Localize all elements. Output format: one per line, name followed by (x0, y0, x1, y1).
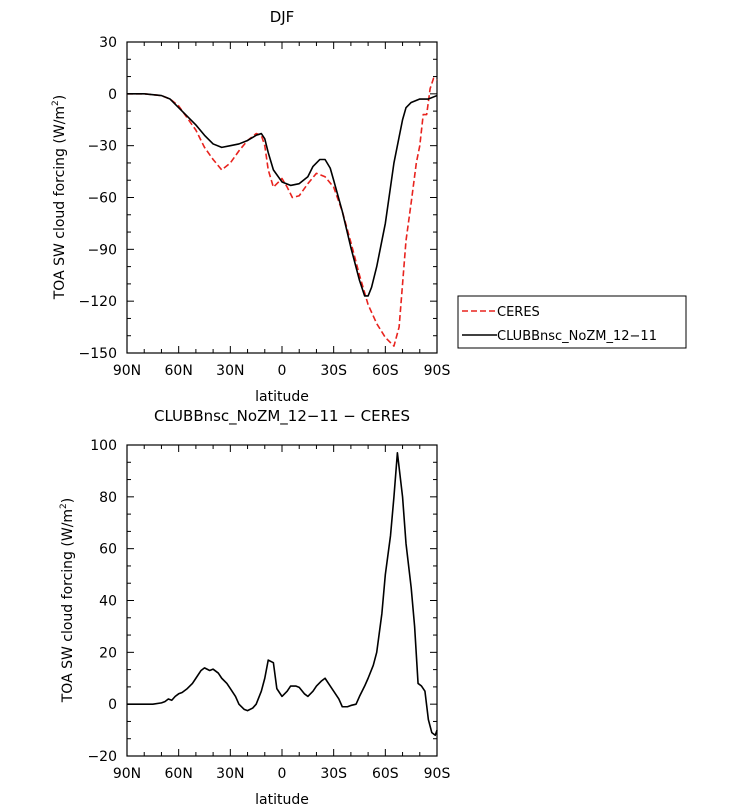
x-tick-label: 90S (424, 363, 451, 379)
y-tick-label: 20 (99, 645, 117, 661)
x-tick-label: 60N (165, 363, 193, 379)
x-tick-label: 90S (424, 766, 451, 782)
legend-clubb-label: CLUBBnsc_NoZM_12−11 (497, 329, 657, 344)
bottom-y-axis-label-sup: 2 (59, 503, 69, 509)
y-tick-label: 60 (99, 542, 117, 558)
y-tick-label: −20 (87, 749, 117, 765)
y-tick-label: −60 (87, 191, 117, 207)
x-tick-label: 30S (320, 766, 347, 782)
legend: CERES CLUBBnsc_NoZM_12−11 (457, 295, 687, 349)
x-tick-label: 60S (372, 363, 399, 379)
x-tick-label: 0 (278, 766, 287, 782)
x-tick-label: 0 (278, 363, 287, 379)
y-tick-label: 0 (108, 697, 117, 713)
y-tick-label: −120 (79, 294, 117, 310)
legend-box (457, 295, 687, 349)
top-chart-title: DJF (270, 8, 295, 26)
y-tick-label: −30 (87, 139, 117, 155)
top-y-axis-label-main: TOA SW cloud forcing (W/m (52, 106, 68, 300)
y-tick-label: 80 (99, 490, 117, 506)
bottom-series-lines (127, 451, 438, 737)
y-tick-label: −90 (87, 242, 117, 258)
y-tick-label: −150 (79, 346, 117, 362)
y-tick-label: 100 (90, 438, 117, 454)
bottom-x-tick-labels: 90N 60N 30N 0 30S 60S 90S (113, 766, 451, 782)
bottom-y-axis-label: TOA SW cloud forcing (W/m2) (59, 498, 76, 704)
x-tick-label: 90N (113, 766, 141, 782)
top-y-axis-label-end: ) (52, 95, 68, 100)
top-x-tick-labels: 90N 60N 30N 0 30S 60S 90S (113, 363, 451, 379)
top-axis-ticks (126, 41, 438, 354)
y-tick-label: 40 (99, 594, 117, 610)
x-tick-label: 30N (216, 766, 244, 782)
top-series-lines (127, 77, 438, 347)
x-tick-label: 30S (320, 363, 347, 379)
bottom-panel: CLUBBnsc_NoZM_12−11 − CERES 90N 60N 30N 0 30… (59, 407, 450, 808)
top-panel: DJF 90N 60N 30N 0 30S 60S 90S −150 −120 −90 −60 −3… (51, 8, 687, 405)
top-series-line-0 (127, 77, 438, 347)
y-tick-label: 0 (108, 87, 117, 103)
x-tick-label: 60N (165, 766, 193, 782)
top-y-axis-label-sup: 2 (51, 100, 61, 106)
bottom-plot-frame (126, 444, 438, 757)
bottom-y-axis-label-main: TOA SW cloud forcing (W/m (60, 509, 76, 703)
top-y-tick-labels: −150 −120 −90 −60 −30 0 30 (79, 35, 117, 362)
bottom-axis-ticks (126, 444, 438, 757)
top-plot-frame (126, 41, 438, 354)
bottom-y-axis-label-end: ) (60, 498, 76, 503)
x-tick-label: 60S (372, 766, 399, 782)
bot-series-line-0 (127, 451, 438, 737)
top-x-axis-label: latitude (255, 389, 309, 405)
bottom-y-tick-labels: −20 0 20 40 60 80 100 (87, 438, 117, 765)
legend-ceres-label: CERES (497, 305, 540, 320)
x-tick-label: 30N (216, 363, 244, 379)
top-y-axis-label: TOA SW cloud forcing (W/m2) (51, 95, 68, 301)
top-series-line-1 (127, 93, 438, 297)
bottom-chart-title: CLUBBnsc_NoZM_12−11 − CERES (154, 407, 410, 426)
bottom-x-axis-label: latitude (255, 792, 309, 808)
x-tick-label: 90N (113, 363, 141, 379)
y-tick-label: 30 (99, 35, 117, 51)
